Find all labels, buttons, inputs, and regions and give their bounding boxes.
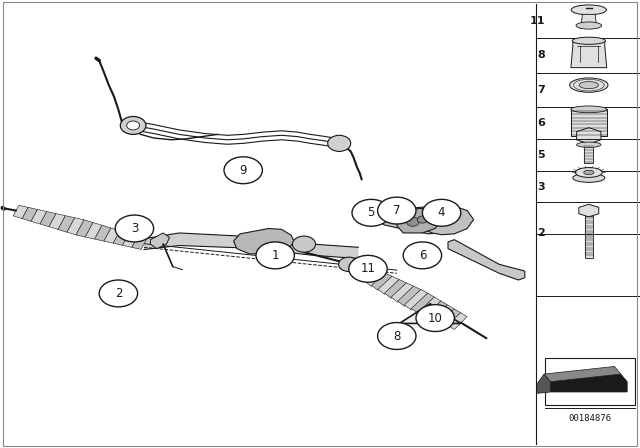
Text: 5: 5: [367, 206, 375, 220]
Circle shape: [422, 199, 461, 226]
Polygon shape: [404, 289, 428, 310]
Polygon shape: [538, 374, 550, 393]
Circle shape: [416, 305, 454, 332]
Ellipse shape: [577, 142, 601, 147]
Text: 5: 5: [538, 150, 545, 159]
Polygon shape: [49, 214, 65, 229]
Polygon shape: [585, 216, 593, 258]
Polygon shape: [448, 240, 525, 280]
Polygon shape: [391, 283, 413, 302]
Text: 4: 4: [438, 206, 445, 220]
Text: 3: 3: [538, 182, 545, 192]
Text: 3: 3: [131, 222, 138, 235]
Ellipse shape: [575, 168, 602, 177]
Polygon shape: [378, 206, 454, 234]
Polygon shape: [433, 305, 454, 323]
Circle shape: [406, 217, 419, 226]
Text: 1: 1: [271, 249, 279, 262]
Ellipse shape: [572, 5, 607, 15]
Polygon shape: [122, 233, 138, 247]
Ellipse shape: [573, 173, 605, 182]
Polygon shape: [76, 220, 93, 237]
Polygon shape: [544, 366, 621, 382]
Polygon shape: [571, 109, 607, 136]
Circle shape: [352, 199, 390, 226]
Ellipse shape: [570, 78, 608, 92]
Polygon shape: [95, 225, 111, 241]
Polygon shape: [22, 207, 38, 221]
Polygon shape: [13, 205, 28, 219]
Polygon shape: [31, 209, 47, 224]
Circle shape: [328, 135, 351, 151]
Circle shape: [120, 116, 146, 134]
Circle shape: [378, 323, 416, 349]
Polygon shape: [419, 206, 474, 235]
Circle shape: [292, 236, 316, 252]
Text: !: !: [428, 311, 433, 321]
Ellipse shape: [584, 170, 594, 175]
Polygon shape: [40, 211, 56, 227]
Ellipse shape: [572, 37, 605, 44]
Circle shape: [339, 257, 359, 271]
Text: 11: 11: [530, 16, 545, 26]
Polygon shape: [104, 228, 120, 243]
Text: 2: 2: [115, 287, 122, 300]
Text: 00184876: 00184876: [568, 414, 612, 423]
Polygon shape: [371, 273, 392, 290]
Polygon shape: [426, 301, 447, 320]
Circle shape: [127, 121, 140, 130]
Polygon shape: [234, 228, 294, 254]
Polygon shape: [113, 231, 129, 246]
Polygon shape: [67, 218, 84, 235]
Text: 10: 10: [428, 311, 443, 325]
Circle shape: [378, 197, 416, 224]
Polygon shape: [150, 233, 170, 249]
Polygon shape: [571, 41, 607, 68]
Polygon shape: [365, 270, 385, 286]
Polygon shape: [447, 313, 467, 329]
Circle shape: [417, 216, 428, 223]
Text: 8: 8: [393, 329, 401, 343]
Text: 8: 8: [538, 50, 545, 60]
Ellipse shape: [571, 106, 607, 112]
Polygon shape: [397, 208, 442, 233]
Polygon shape: [132, 236, 147, 250]
Text: 2: 2: [538, 228, 545, 238]
Polygon shape: [385, 280, 406, 298]
Ellipse shape: [576, 22, 602, 29]
Text: 11: 11: [360, 262, 376, 276]
Polygon shape: [419, 297, 441, 316]
Polygon shape: [579, 204, 599, 217]
Polygon shape: [399, 304, 461, 323]
Text: 9: 9: [239, 164, 247, 177]
Text: 6: 6: [538, 118, 545, 128]
Text: 7: 7: [393, 204, 401, 217]
Circle shape: [403, 242, 442, 269]
Circle shape: [256, 242, 294, 269]
Polygon shape: [397, 286, 421, 306]
Polygon shape: [584, 145, 593, 163]
Circle shape: [115, 215, 154, 242]
Circle shape: [224, 157, 262, 184]
Polygon shape: [577, 128, 601, 144]
Polygon shape: [440, 309, 461, 326]
Polygon shape: [144, 233, 358, 258]
Circle shape: [99, 280, 138, 307]
Polygon shape: [58, 215, 75, 232]
Ellipse shape: [579, 82, 598, 89]
Circle shape: [349, 255, 387, 282]
Polygon shape: [85, 223, 102, 239]
Polygon shape: [378, 276, 399, 294]
Polygon shape: [550, 374, 627, 392]
Polygon shape: [411, 293, 435, 313]
Text: 6: 6: [419, 249, 426, 262]
Text: 7: 7: [538, 85, 545, 95]
Polygon shape: [581, 14, 596, 26]
